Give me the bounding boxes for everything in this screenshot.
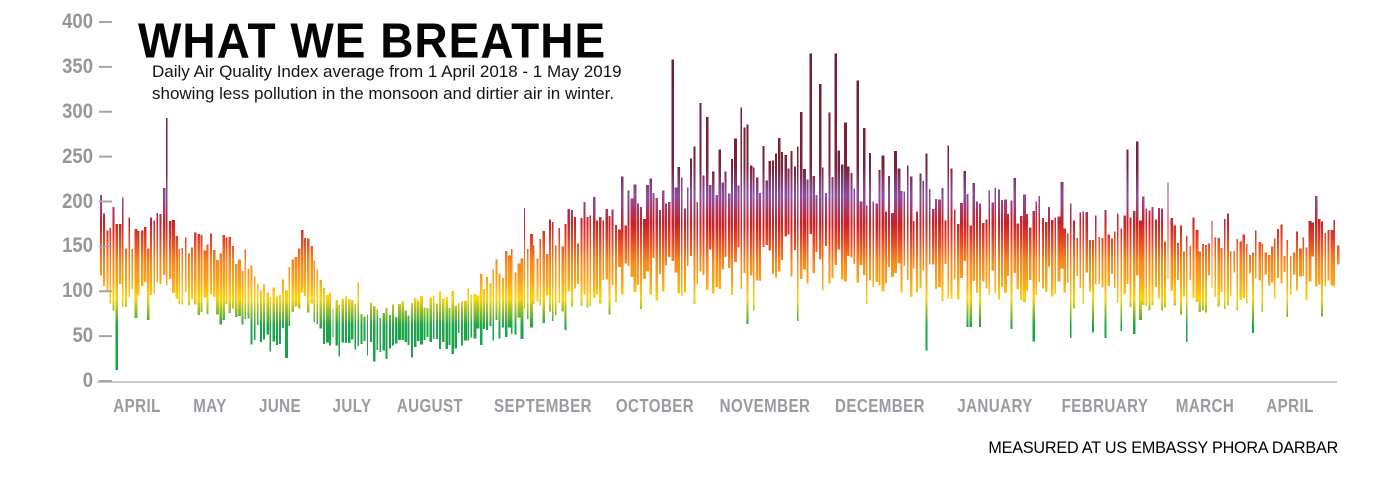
x-axis-month-label: NOVEMBER (719, 396, 811, 416)
y-axis-tick-label: 350 (62, 54, 93, 78)
y-axis-tick-label: 300 (62, 99, 93, 123)
x-axis-month-label: SEPTEMBER (494, 396, 592, 416)
y-axis-tick-label: 400 (62, 10, 93, 33)
y-axis-tick-label: 50 (72, 324, 93, 348)
x-axis-month-label: FEBRUARY (1061, 396, 1149, 416)
x-axis-month-label: MAY (193, 396, 227, 416)
x-axis-month-label: APRIL (1266, 396, 1314, 416)
y-axis-tick-label: 250 (62, 144, 93, 168)
chart-title: WHAT WE BREATHE (138, 13, 607, 69)
axis-lines (97, 21, 1337, 383)
y-axis-tick-label: 150 (62, 234, 93, 258)
x-axis-month-label: JULY (332, 396, 372, 416)
x-axis-month-label: MARCH (1175, 396, 1235, 416)
chart-subtitle-line2: showing less pollution in the monsoon an… (152, 84, 615, 103)
x-axis-month-label: JANUARY (957, 396, 1033, 416)
x-axis-month-label: AUGUST (396, 396, 464, 416)
y-axis-tick-label: 0 (82, 369, 93, 392)
x-axis-month-label: DECEMBER (835, 396, 925, 416)
x-axis-month-label: APRIL (113, 396, 161, 416)
measurement-source-note: MEASURED AT US EMBASSY PHORA DARBAR (988, 438, 1338, 457)
y-axis-tick-label: 200 (62, 189, 93, 213)
y-axis-tick-label: 100 (62, 279, 93, 303)
chart-subtitle-line1: Daily Air Quality Index average from 1 A… (152, 62, 622, 81)
x-axis-month-label: JUNE (258, 396, 302, 416)
daily-aqi-bars (100, 53, 1340, 371)
x-axis-month-label: OCTOBER (615, 396, 695, 416)
